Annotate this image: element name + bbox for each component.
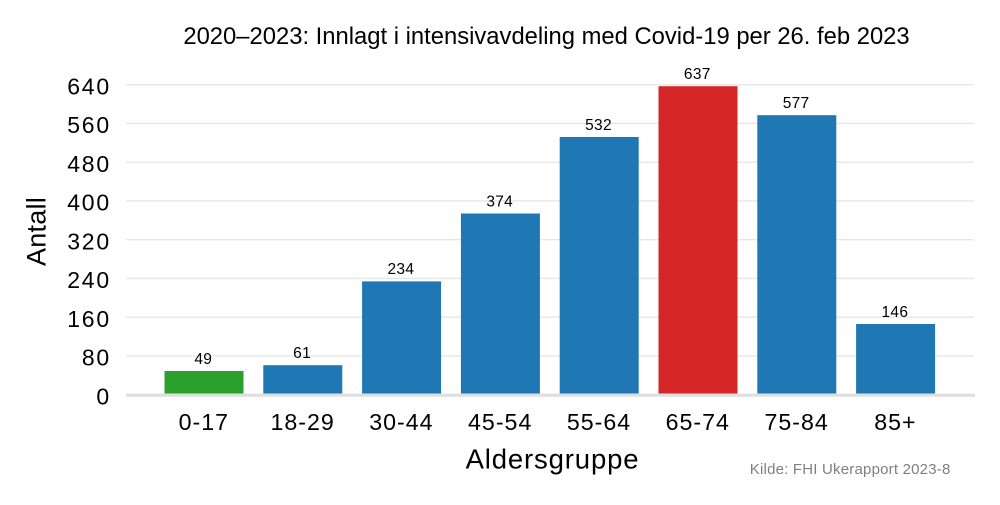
svg-text:640: 640 xyxy=(67,73,111,99)
svg-text:240: 240 xyxy=(67,267,111,293)
svg-text:160: 160 xyxy=(67,306,111,332)
svg-text:400: 400 xyxy=(67,190,111,216)
svg-text:49: 49 xyxy=(194,351,212,368)
svg-text:Antall: Antall xyxy=(22,197,52,266)
svg-text:2020–2023: Innlagt i intensiva: 2020–2023: Innlagt i intensivavdeling me… xyxy=(183,23,909,50)
svg-text:Aldersgruppe: Aldersgruppe xyxy=(466,443,640,474)
svg-text:146: 146 xyxy=(882,304,909,321)
svg-text:560: 560 xyxy=(67,112,111,138)
svg-text:75-84: 75-84 xyxy=(764,409,828,435)
svg-text:Kilde: FHI Ukerapport 2023-8: Kilde: FHI Ukerapport 2023-8 xyxy=(750,461,951,478)
svg-text:55-64: 55-64 xyxy=(567,409,631,435)
svg-text:18-29: 18-29 xyxy=(270,409,334,435)
svg-text:637: 637 xyxy=(684,66,711,83)
svg-text:30-44: 30-44 xyxy=(369,409,433,435)
svg-text:0-17: 0-17 xyxy=(179,409,229,435)
svg-text:45-54: 45-54 xyxy=(468,409,532,435)
svg-text:61: 61 xyxy=(293,345,311,362)
svg-text:85+: 85+ xyxy=(874,409,916,435)
svg-text:0: 0 xyxy=(96,383,111,409)
svg-text:320: 320 xyxy=(67,228,111,254)
svg-text:65-74: 65-74 xyxy=(666,409,730,435)
svg-text:80: 80 xyxy=(82,345,111,371)
svg-text:480: 480 xyxy=(67,151,111,177)
svg-text:532: 532 xyxy=(585,117,612,134)
svg-text:234: 234 xyxy=(388,261,415,278)
svg-text:577: 577 xyxy=(783,95,810,112)
svg-text:374: 374 xyxy=(486,193,513,210)
